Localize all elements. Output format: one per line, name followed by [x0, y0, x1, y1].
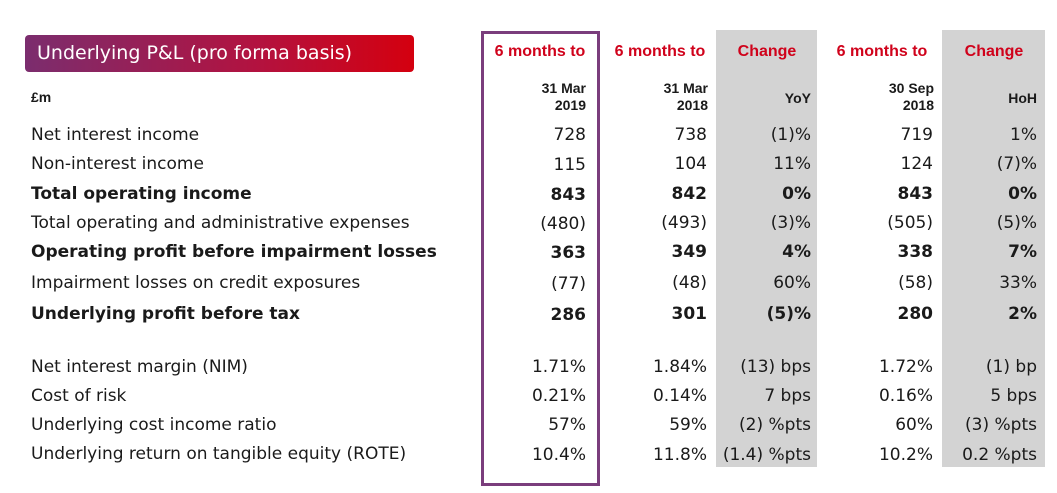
cell-change-yoy: (5)% [766, 304, 811, 324]
cell-change-hoh: (5)% [996, 213, 1037, 233]
cell-change-yoy: 7 bps [764, 386, 811, 406]
cell-change-yoy: (3)% [770, 213, 811, 233]
cell-mar-2019: (77) [551, 274, 586, 294]
row-label: Underlying profit before tax [31, 304, 300, 324]
subheader-date: 31 Mar [663, 80, 708, 96]
cell-mar-2018: 104 [674, 154, 707, 174]
subheader-date: 31 Mar [541, 80, 586, 96]
cell-change-yoy: 11% [773, 154, 811, 174]
cell-mar-2019: 57% [548, 415, 586, 435]
header-change-yoy: Change [737, 43, 797, 60]
row-label: Net interest margin (NIM) [31, 357, 248, 377]
cell-change-yoy: (2) %pts [739, 415, 811, 435]
cell-change-hoh: 7% [1008, 242, 1037, 262]
header-6m-mar-2019: 6 months to [494, 43, 586, 60]
cell-change-hoh: 33% [999, 273, 1037, 293]
row-label: Underlying cost income ratio [31, 415, 277, 435]
cell-change-hoh: 2% [1008, 304, 1037, 324]
cell-change-yoy: (1.4) %pts [722, 445, 811, 465]
row-label: Underlying return on tangible equity (RO… [31, 444, 407, 464]
subheader-yoy: YoY [784, 90, 811, 106]
subheader-date: 30 Sep [888, 80, 934, 96]
cell-change-hoh: (7)% [996, 154, 1037, 174]
cell-change-hoh: 1% [1010, 125, 1037, 145]
cell-mar-2018: (48) [672, 273, 707, 293]
row-label: Net interest income [31, 125, 200, 145]
page-title: Underlying P&L (pro forma basis) [25, 35, 414, 72]
cell-sep-2018: 1.72% [878, 357, 933, 377]
current-period-highlight [481, 31, 600, 486]
cell-mar-2019: 1.71% [531, 357, 586, 377]
subheader-sep-2018: 30 Sep 2018 [846, 80, 934, 114]
subheader-mar-2018: 31 Mar 2018 [620, 80, 708, 114]
cell-mar-2018: 59% [669, 415, 707, 435]
cell-change-yoy: (1)% [770, 125, 811, 145]
row-label: Operating profit before impairment losse… [31, 242, 437, 262]
cell-sep-2018: 60% [895, 415, 933, 435]
cell-change-hoh: (1) bp [985, 357, 1037, 377]
cell-mar-2018: 1.84% [652, 357, 707, 377]
cell-mar-2018: 349 [671, 242, 708, 262]
header-change-hoh: Change [964, 43, 1024, 60]
cell-sep-2018: 338 [897, 242, 934, 262]
cell-sep-2018: 0.16% [878, 386, 933, 406]
cell-sep-2018: 843 [897, 184, 934, 204]
cell-sep-2018: 719 [900, 125, 933, 145]
cell-mar-2018: 842 [671, 184, 708, 204]
subheader-year: 2018 [676, 97, 708, 113]
row-label: Total operating and administrative expen… [31, 213, 410, 233]
cell-mar-2019: 363 [550, 243, 587, 263]
cell-mar-2019: 10.4% [531, 445, 586, 465]
cell-change-hoh: 5 bps [990, 386, 1037, 406]
cell-change-yoy: 60% [773, 273, 811, 293]
cell-change-hoh: 0% [1008, 184, 1037, 204]
change-yoy-column-shade [716, 30, 817, 467]
cell-mar-2019: 728 [553, 125, 586, 145]
cell-change-yoy: (13) bps [740, 357, 811, 377]
row-label: Impairment losses on credit exposures [31, 273, 361, 293]
cell-change-hoh: 0.2 %pts [962, 445, 1037, 465]
cell-mar-2019: 0.21% [531, 386, 586, 406]
subheader-hoh: HoH [1008, 90, 1037, 106]
subheader-year: 2019 [554, 97, 586, 113]
change-hoh-column-shade [942, 30, 1045, 467]
cell-change-yoy: 4% [782, 242, 811, 262]
cell-mar-2018: 738 [674, 125, 707, 145]
unit-label: £m [31, 89, 52, 105]
cell-mar-2018: 11.8% [652, 445, 707, 465]
row-label: Non-interest income [31, 154, 204, 174]
subheader-mar-2019: 31 Mar 2019 [500, 80, 586, 114]
cell-sep-2018: (58) [898, 273, 933, 293]
cell-mar-2019: 115 [553, 155, 586, 175]
cell-mar-2018: 301 [671, 304, 708, 324]
cell-sep-2018: 10.2% [878, 445, 933, 465]
cell-sep-2018: 124 [900, 154, 933, 174]
cell-change-yoy: 0% [782, 184, 811, 204]
row-label: Cost of risk [31, 386, 127, 406]
cell-mar-2019: (480) [540, 214, 586, 234]
subheader-year: 2018 [902, 97, 934, 113]
header-6m-mar-2018: 6 months to [614, 43, 706, 60]
cell-mar-2018: (493) [661, 213, 707, 233]
row-label: Total operating income [31, 184, 252, 204]
cell-change-hoh: (3) %pts [965, 415, 1037, 435]
header-6m-sep-2018: 6 months to [836, 43, 928, 60]
cell-mar-2019: 843 [550, 185, 587, 205]
cell-sep-2018: (505) [887, 213, 933, 233]
cell-mar-2018: 0.14% [652, 386, 707, 406]
cell-mar-2019: 286 [550, 305, 587, 325]
cell-sep-2018: 280 [897, 304, 934, 324]
